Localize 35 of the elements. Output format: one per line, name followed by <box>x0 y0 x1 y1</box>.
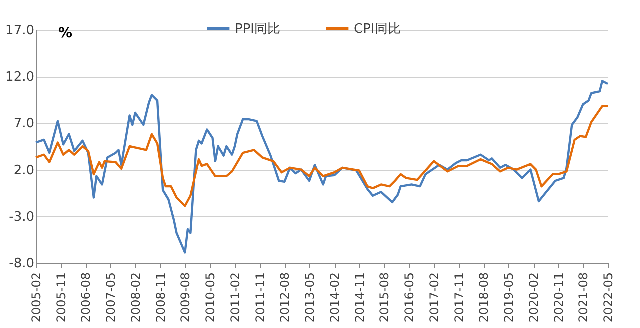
y-tick-label: 12.0 <box>6 70 34 86</box>
x-tick-label: 2020-02 <box>527 272 542 323</box>
x-tick-label: 2007-05 <box>104 272 118 323</box>
x-tick-label: 2008-11 <box>154 272 168 323</box>
x-tick-label: 2018-08 <box>477 272 492 323</box>
y-tick-label: -3.0 <box>9 210 34 225</box>
x-tick-label: 2010-05 <box>203 272 218 323</box>
x-tick-label: 2006-08 <box>79 272 94 323</box>
x-tick-label: 2014-11 <box>352 272 367 323</box>
legend-label: CPI同比 <box>354 22 401 37</box>
legend-label: PPI同比 <box>235 22 281 37</box>
y-tick-label: -8.0 <box>9 256 34 272</box>
y-axis-title: % <box>58 26 73 42</box>
x-tick-label: 2014-02 <box>328 272 342 323</box>
x-tick-label: 2017-11 <box>452 272 466 323</box>
x-tick-label: 2013-05 <box>302 272 317 323</box>
x-tick-label: 2008-02 <box>128 272 143 323</box>
x-tick-label: 2020-11 <box>552 272 566 323</box>
x-tick-label: 2005-11 <box>54 272 68 323</box>
x-tick-label: 2016-05 <box>402 272 417 323</box>
line-series <box>34 80 610 254</box>
x-tick-label: 2011-02 <box>228 272 242 323</box>
x-tick-label: 2005-02 <box>30 272 44 323</box>
x-tick-label: 2017-02 <box>428 272 442 323</box>
x-tick-label: 2021-08 <box>576 272 591 323</box>
x-tick-label: 2019-05 <box>502 272 516 323</box>
line-series <box>34 105 610 208</box>
y-tick-label: 2.0 <box>14 163 34 178</box>
x-tick-label: 2015-08 <box>378 272 392 323</box>
y-tick-label: 7.0 <box>14 116 34 132</box>
x-tick-label: 2012-08 <box>278 272 292 323</box>
y-tick-label: 17.0 <box>6 24 34 38</box>
x-tick-label: 2011-11 <box>253 272 268 323</box>
x-tick-label: 2022-05 <box>602 272 616 323</box>
x-tick-label: 2009-08 <box>178 272 193 323</box>
